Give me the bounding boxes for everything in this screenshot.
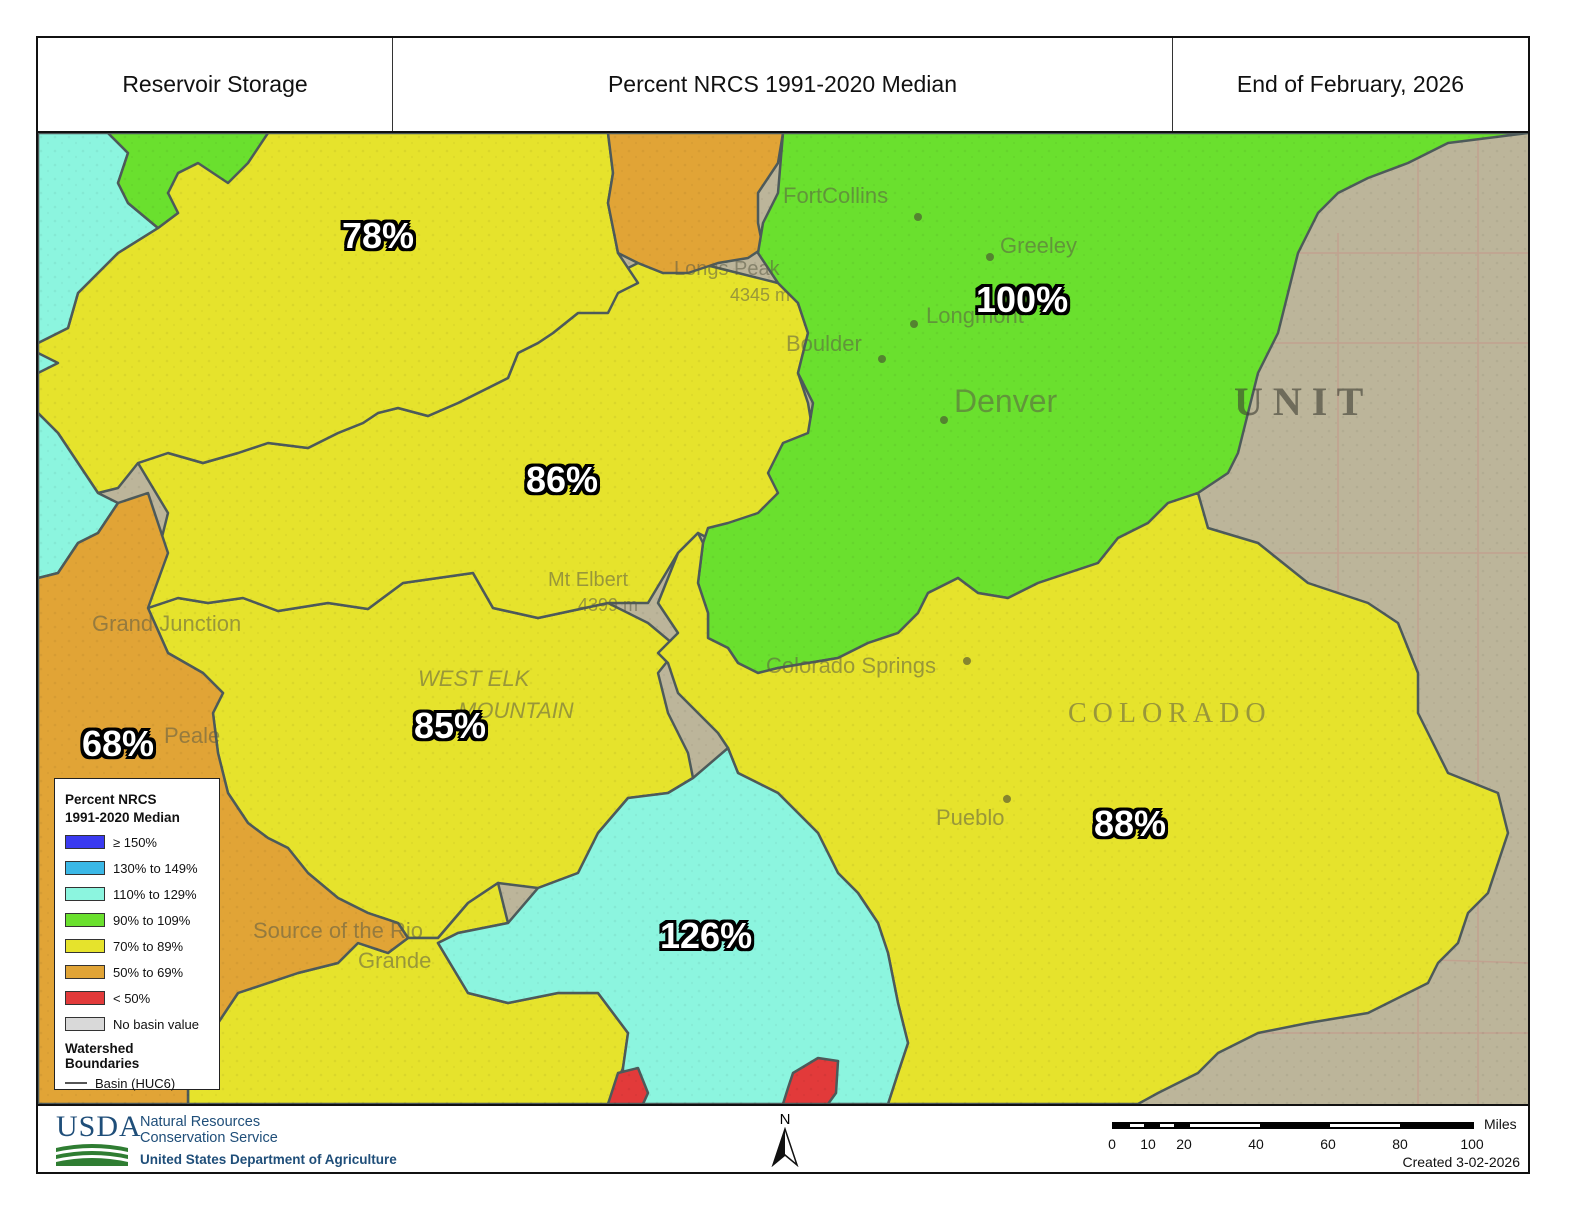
scale-tick-label: 60 <box>1320 1136 1336 1152</box>
city-dot <box>963 657 971 665</box>
legend-swatch <box>65 991 105 1005</box>
place-longs-peak: Longs Peak <box>674 258 780 280</box>
legend-items: ≥ 150% 130% to 149% 110% to 129% 90% to 109… <box>65 829 209 1037</box>
legend-swatch <box>65 913 105 927</box>
agency-name-line1: Natural Resources <box>140 1114 261 1130</box>
scale-bar: Miles 0 10 20 40 60 80 100 <box>1108 1116 1518 1166</box>
legend-label: No basin value <box>113 1016 199 1032</box>
legend-label: 90% to 109% <box>113 912 191 928</box>
city-dot <box>914 213 922 221</box>
usda-wordmark: USDA <box>56 1110 142 1143</box>
legend-label: < 50% <box>113 990 151 1006</box>
map-frame: Reservoir Storage Percent NRCS 1991-2020… <box>36 36 1530 1174</box>
agency-department: United States Department of Agriculture <box>140 1152 397 1167</box>
created-date: Created 3-02-2026 <box>1402 1154 1520 1170</box>
place-mt-elbert: Mt Elbert <box>548 569 629 591</box>
place-west-elk: WEST ELK <box>418 666 530 691</box>
scale-tick-label: 0 <box>1108 1136 1116 1152</box>
basin-label-rio-grande: 126% <box>660 915 753 956</box>
scale-tick-label: 10 <box>1140 1136 1156 1152</box>
legend-item: < 50% <box>65 985 209 1011</box>
scale-tick-label: 40 <box>1248 1136 1264 1152</box>
legend-boundary-label: Basin (HUC6) <box>95 1075 176 1091</box>
basin-line-swatch <box>65 1082 87 1084</box>
basin-laramie[interactable] <box>606 133 785 275</box>
basin-label-yampa-white: 78% <box>342 215 415 256</box>
legend-swatch <box>65 887 105 901</box>
place-fort-collins: FortCollins <box>783 183 889 208</box>
scale-tick-label: 20 <box>1176 1136 1192 1152</box>
header-date: End of February, 2026 <box>1236 71 1465 97</box>
place-denver: Denver <box>954 383 1058 419</box>
north-arrow: N <box>770 1112 800 1168</box>
scale-tick-label: 80 <box>1392 1136 1408 1152</box>
legend-item: 130% to 149% <box>65 855 209 881</box>
map-area[interactable]: FortCollins Greeley Longs Peak 4345 m Lo… <box>38 133 1528 1106</box>
basin-map <box>38 133 1528 1104</box>
agency-name-line2: Conservation Service <box>140 1130 278 1146</box>
legend-label: 130% to 149% <box>113 860 198 876</box>
place-grande: Grande <box>358 948 432 973</box>
map-header: Reservoir Storage Percent NRCS 1991-2020… <box>38 38 1528 133</box>
place-mt-elbert-elev: 4399 m <box>578 595 639 615</box>
north-label: N <box>779 1111 791 1128</box>
legend-boundaries-title: Watershed Boundaries <box>65 1041 140 1071</box>
usda-hills-icon <box>56 1144 128 1166</box>
place-colorado: COLORADO <box>1068 698 1272 729</box>
legend-swatch <box>65 965 105 979</box>
legend-item: 110% to 129% <box>65 881 209 907</box>
place-peale: Peale <box>164 723 221 748</box>
basin-label-colorado-headwaters: 86% <box>526 459 599 500</box>
legend-label: 70% to 89% <box>113 938 184 954</box>
map-legend: Percent NRCS 1991-2020 Median ≥ 150% 130%… <box>54 778 220 1091</box>
city-dot <box>1003 795 1011 803</box>
basin-label-south-platte: 100% <box>976 279 1069 320</box>
header-title: Reservoir Storage <box>38 38 393 131</box>
place-boulder: Boulder <box>786 331 862 356</box>
north-arrow-icon <box>771 1126 799 1168</box>
legend-swatch <box>65 861 105 875</box>
legend-swatch <box>65 1017 105 1031</box>
scale-unit: Miles <box>1484 1116 1517 1132</box>
legend-swatch <box>65 939 105 953</box>
legend-swatch <box>65 835 105 849</box>
header-subtitle: Percent NRCS 1991-2020 Median <box>393 38 1173 131</box>
legend-item: 50% to 69% <box>65 959 209 985</box>
city-dot <box>940 416 948 424</box>
place-colorado-springs: Colorado Springs <box>766 653 936 678</box>
legend-item: ≥ 150% <box>65 829 209 855</box>
scale-bar-graphic <box>1112 1122 1474 1129</box>
place-mountain: MOUNTAIN <box>458 698 574 723</box>
legend-item: No basin value <box>65 1011 209 1037</box>
city-dot <box>878 355 886 363</box>
legend-label: ≥ 150% <box>113 834 157 850</box>
legend-title-line2: 1991-2020 Median <box>65 810 180 825</box>
place-longs-elev: 4345 m <box>730 285 791 305</box>
legend-label: 110% to 129% <box>113 886 197 902</box>
legend-item: 70% to 89% <box>65 933 209 959</box>
city-dot <box>910 320 918 328</box>
place-greeley: Greeley <box>1000 233 1078 258</box>
city-dot <box>986 253 994 261</box>
legend-label: 50% to 69% <box>113 964 184 980</box>
legend-boundary-item: Basin (HUC6) <box>65 1071 209 1095</box>
basin-label-arkansas: 88% <box>1094 803 1167 844</box>
basin-label-gunnison: 85% <box>414 705 487 746</box>
place-united: U N I T <box>1234 379 1364 424</box>
usda-logo: USDA <box>56 1112 142 1171</box>
place-source-rio: Source of the Rio <box>253 918 423 943</box>
place-grand-junction: Grand Junction <box>92 611 242 636</box>
scale-tick-label: 100 <box>1460 1136 1484 1152</box>
legend-title-line1: Percent NRCS <box>65 792 157 807</box>
map-footer: USDA Natural Resources Conservation Serv… <box>38 1104 1528 1174</box>
basin-label-dolores: 68% <box>82 723 155 764</box>
place-pueblo: Pueblo <box>936 805 1005 830</box>
place-longmont: Longmont <box>926 303 1024 328</box>
legend-item: 90% to 109% <box>65 907 209 933</box>
